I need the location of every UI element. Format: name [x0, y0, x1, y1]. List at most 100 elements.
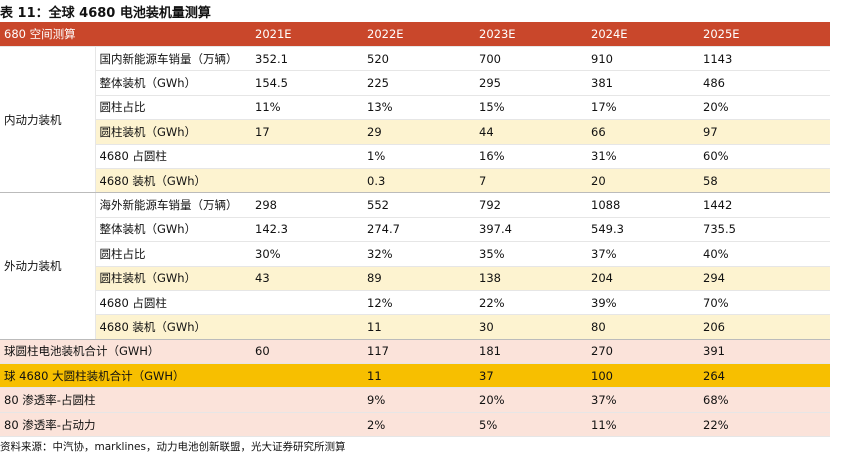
cell-value: 1143 — [699, 46, 831, 72]
cell-value: 11 — [363, 314, 476, 340]
table-row: 4680 占圆柱 12% 22% 39% 70% — [0, 290, 831, 316]
column-header: 2023E — [475, 22, 588, 47]
row-label: 国内新能源车销量（万辆） — [95, 46, 252, 72]
cell-value: 552 — [363, 192, 476, 218]
cell-value: 37% — [587, 387, 700, 413]
cell-value: 381 — [587, 70, 700, 96]
cell-value: 225 — [363, 70, 476, 96]
row-label: 4680 占圆柱 — [95, 290, 252, 316]
cell-value: 391 — [699, 339, 831, 365]
cell-value: 735.5 — [699, 217, 831, 243]
row-label: 80 渗透率-占动力 — [0, 412, 252, 438]
table-row: 4680 占圆柱 1% 16% 31% 60% — [0, 144, 831, 169]
cell-value: 31% — [587, 144, 700, 169]
cell-value: 142.3 — [251, 217, 364, 243]
table-row: 圆柱装机（GWh） 17 29 44 66 97 — [0, 119, 831, 145]
cell-value — [251, 168, 364, 194]
cell-value: 264 — [699, 363, 831, 389]
cell-value: 486 — [699, 70, 831, 96]
source-note: 资料来源：中汽协，marklines，动力电池创新联盟，光大证券研究所测算 — [0, 441, 346, 453]
table-row: 圆柱占比 11% 13% 15% 17% 20% — [0, 95, 831, 121]
header-row: 680 空间测算 2021E 2022E 2023E 2024E 2025E — [0, 22, 831, 47]
cell-value: 60% — [699, 144, 831, 169]
cell-value: 206 — [699, 314, 831, 340]
total-row: 球 4680 大圆柱装机合计（GWH） 11 37 100 264 — [0, 363, 831, 389]
cell-value — [251, 314, 364, 340]
cell-value: 20% — [699, 95, 831, 121]
cell-value: 100 — [587, 363, 700, 389]
total-row: 80 渗透率-占圆柱 9% 20% 37% 68% — [0, 387, 831, 413]
table-row: 外动力装机 海外新能源车销量（万辆） 298 552 792 1088 1442 — [0, 192, 831, 340]
cell-value: 22% — [475, 290, 588, 316]
cell-value: 68% — [699, 387, 831, 413]
group-label: 外动力装机 — [0, 192, 96, 340]
cell-value: 181 — [475, 339, 588, 365]
row-label: 海外新能源车销量（万辆） — [95, 192, 252, 218]
cell-value — [251, 290, 364, 316]
column-header: 2025E — [699, 22, 831, 47]
column-header: 2021E — [251, 22, 364, 47]
column-header: 2024E — [587, 22, 700, 47]
row-label: 圆柱占比 — [95, 241, 252, 267]
data-table: 680 空间测算 2021E 2022E 2023E 2024E 2025E 内动力装机国… — [0, 22, 831, 438]
cell-value: 35% — [475, 241, 588, 267]
row-label: 球圆柱电池装机合计（GWH） — [0, 339, 252, 365]
cell-value: 22% — [699, 412, 831, 438]
cell-value: 204 — [587, 266, 700, 291]
cell-value: 1442 — [699, 192, 831, 218]
column-header: 2022E — [363, 22, 476, 47]
row-label: 4680 占圆柱 — [95, 144, 252, 169]
cell-value: 29 — [363, 119, 476, 145]
row-label: 圆柱占比 — [95, 95, 252, 121]
cell-value: 1% — [363, 144, 476, 169]
cell-value: 20% — [475, 387, 588, 413]
cell-value: 11% — [251, 95, 364, 121]
cell-value — [251, 363, 364, 389]
cell-value: 274.7 — [363, 217, 476, 243]
table-row: 圆柱装机（GWh） 43 89 138 204 294 — [0, 266, 831, 291]
row-label: 整体装机（GWh） — [95, 217, 252, 243]
row-label: 整体装机（GWh） — [95, 70, 252, 96]
cell-value: 13% — [363, 95, 476, 121]
cell-value — [251, 387, 364, 413]
cell-value: 70% — [699, 290, 831, 316]
cell-value: 294 — [699, 266, 831, 291]
cell-value: 352.1 — [251, 46, 364, 72]
cell-value: 397.4 — [475, 217, 588, 243]
cell-value: 0.3 — [363, 168, 476, 194]
row-label: 4680 装机（GWh） — [95, 314, 252, 340]
cell-value: 39% — [587, 290, 700, 316]
cell-value: 32% — [363, 241, 476, 267]
cell-value: 20 — [587, 168, 700, 194]
cell-value: 11% — [587, 412, 700, 438]
cell-value: 520 — [363, 46, 476, 72]
cell-value: 270 — [587, 339, 700, 365]
cell-value: 80 — [587, 314, 700, 340]
cell-value: 16% — [475, 144, 588, 169]
cell-value: 1088 — [587, 192, 700, 218]
cell-value: 295 — [475, 70, 588, 96]
cell-value: 30 — [475, 314, 588, 340]
cell-value: 12% — [363, 290, 476, 316]
group-label: 内动力装机 — [0, 46, 96, 194]
cell-value: 700 — [475, 46, 588, 72]
table-row: 4680 装机（GWh） 0.3 7 20 58 — [0, 168, 831, 194]
total-row: 80 渗透率-占动力 2% 5% 11% 22% — [0, 412, 831, 438]
cell-value: 117 — [363, 339, 476, 365]
cell-value: 60 — [251, 339, 364, 365]
cell-value: 44 — [475, 119, 588, 145]
cell-value: 30% — [251, 241, 364, 267]
cell-value: 43 — [251, 266, 364, 291]
row-label: 圆柱装机（GWh） — [95, 266, 252, 291]
table-row: 内动力装机 国内新能源车销量（万辆） 352.1 520 700 910 1143 — [0, 46, 831, 194]
total-row: 球圆柱电池装机合计（GWH） 60 117 181 270 391 — [0, 339, 831, 365]
row-label: 球 4680 大圆柱装机合计（GWH） — [0, 363, 252, 389]
cell-value: 549.3 — [587, 217, 700, 243]
cell-value — [251, 412, 364, 438]
cell-value: 154.5 — [251, 70, 364, 96]
cell-value: 7 — [475, 168, 588, 194]
cell-value: 89 — [363, 266, 476, 291]
table-row: 整体装机（GWh） 154.5 225 295 381 486 — [0, 70, 831, 96]
table-row: 4680 装机（GWh） 11 30 80 206 — [0, 314, 831, 340]
